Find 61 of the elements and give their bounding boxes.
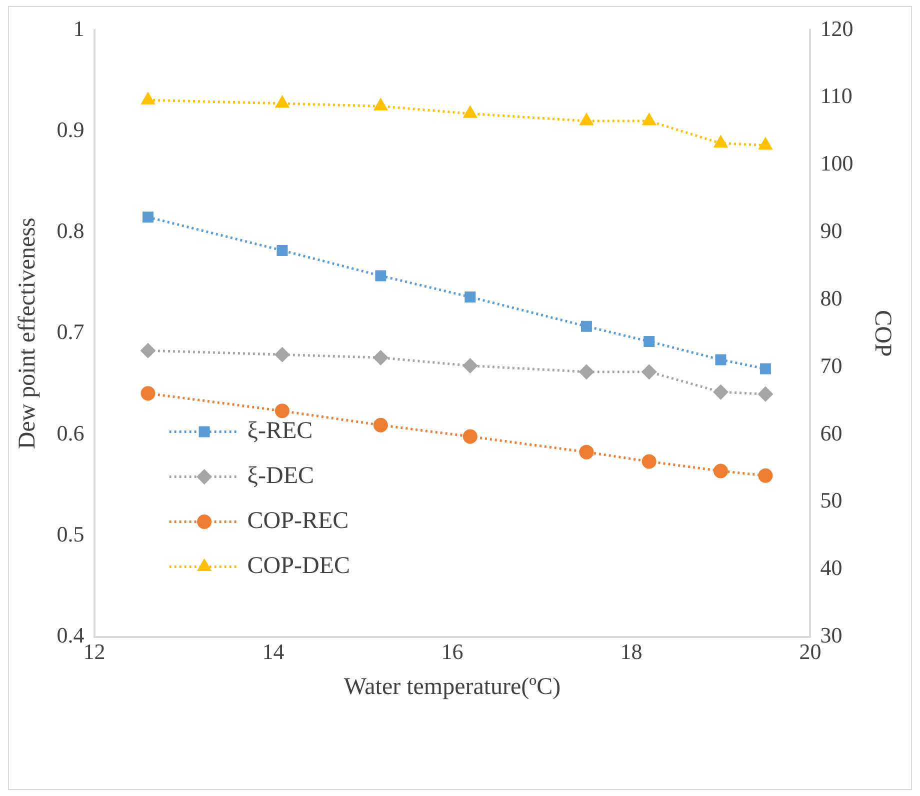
y-tick-label: 0.5 xyxy=(56,521,84,546)
point xyxy=(142,92,154,104)
point xyxy=(276,244,288,256)
x-tick-label: 16 xyxy=(441,638,464,664)
point xyxy=(142,212,154,223)
point xyxy=(276,96,289,108)
x-tick-label: 20 xyxy=(799,638,822,664)
point xyxy=(642,364,656,380)
y2-tick-label: 30 xyxy=(820,622,842,648)
point xyxy=(274,404,290,418)
point xyxy=(462,358,478,374)
y-tick-label: 0.6 xyxy=(56,420,84,446)
point xyxy=(464,292,476,302)
x-axis-title: Water temperature(ºC) xyxy=(344,674,561,700)
point xyxy=(713,384,728,400)
y2-tick-label: 110 xyxy=(820,83,852,108)
point xyxy=(579,364,594,380)
y2-axis-title: COP xyxy=(869,310,896,357)
point xyxy=(758,468,773,483)
y-axis-title: Dew point effectiveness xyxy=(14,218,41,450)
point xyxy=(644,336,655,347)
point xyxy=(374,98,388,110)
legend-label: COP-DEC xyxy=(247,553,350,580)
point xyxy=(714,136,728,148)
x-tick-label: 18 xyxy=(620,638,642,664)
point xyxy=(760,363,771,374)
y2-tick-label: 80 xyxy=(820,285,842,310)
y2-tick-label: 40 xyxy=(820,555,842,580)
point xyxy=(462,429,478,444)
y2-tick-label: 60 xyxy=(820,420,842,446)
point xyxy=(759,138,772,150)
point xyxy=(580,114,593,126)
point xyxy=(373,418,388,432)
point xyxy=(464,106,477,118)
x-tick-label: 12 xyxy=(83,638,106,664)
y2-tick-label: 50 xyxy=(820,488,842,513)
point xyxy=(642,114,656,126)
y-tick-label: 0.8 xyxy=(56,218,84,244)
point xyxy=(642,454,656,469)
y-tick-label: 1 xyxy=(73,16,84,41)
legend-label: ξ-DEC xyxy=(247,463,314,490)
point xyxy=(140,343,156,358)
point xyxy=(140,386,156,401)
y-tick-label: 0.7 xyxy=(56,319,84,344)
point xyxy=(579,444,594,460)
x-tick-label: 14 xyxy=(262,638,284,664)
point xyxy=(274,347,290,362)
point xyxy=(715,354,726,366)
point xyxy=(713,464,728,478)
point xyxy=(373,350,388,365)
y2-tick-label: 90 xyxy=(820,218,842,244)
y-tick-label: 0.4 xyxy=(56,622,84,648)
legend-label: COP-REC xyxy=(247,508,349,534)
y2-tick-label: 100 xyxy=(820,150,854,176)
y2-tick-label: 120 xyxy=(820,16,854,41)
legend-label: ξ-REC xyxy=(247,418,313,444)
point xyxy=(758,386,773,402)
point xyxy=(580,320,592,332)
point xyxy=(375,270,386,282)
y2-tick-label: 70 xyxy=(820,352,842,378)
y-tick-label: 0.9 xyxy=(56,116,84,142)
